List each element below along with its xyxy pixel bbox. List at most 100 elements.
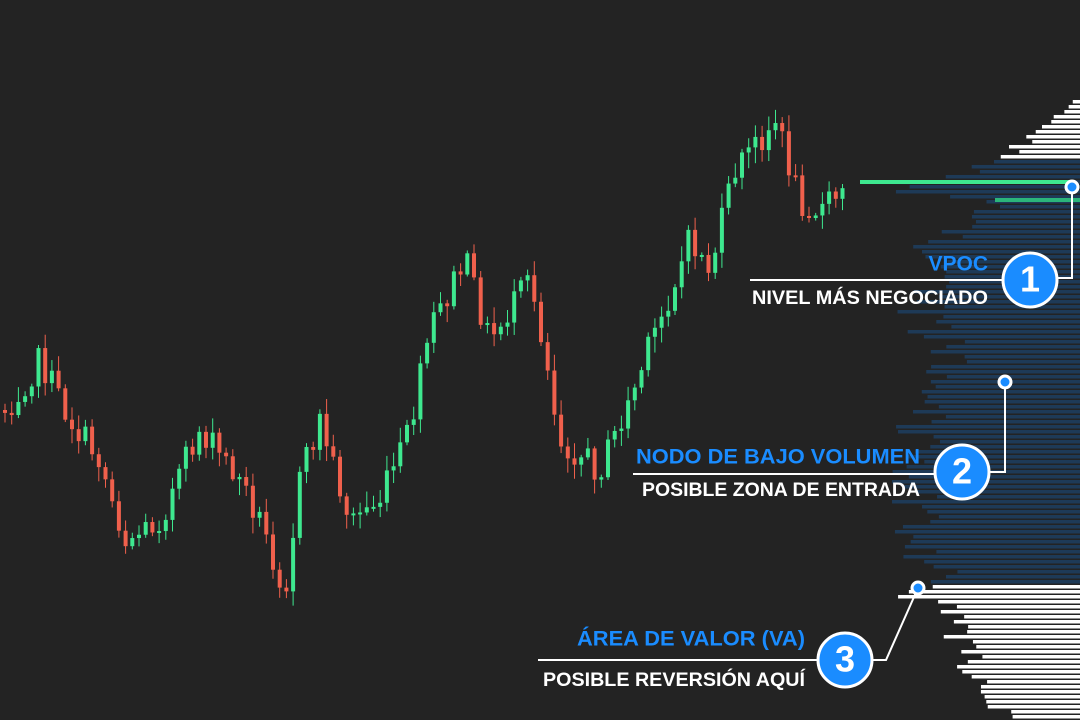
profile-bar: [907, 330, 1080, 334]
candle-body: [733, 177, 738, 184]
annotation-subtitle: POSIBLE REVERSIÓN AQUÍ: [543, 669, 806, 691]
candle-body: [311, 446, 316, 450]
profile-bar: [896, 425, 1080, 429]
profile-bar: [976, 645, 1080, 649]
profile-bar: [967, 660, 1080, 664]
profile-bar: [916, 490, 1080, 494]
profile-bar: [898, 595, 1080, 599]
candle-body: [364, 507, 369, 513]
profile-bar: [922, 505, 1080, 509]
profile-bar: [924, 560, 1080, 564]
candle-body: [840, 188, 845, 199]
candle-body: [183, 446, 188, 469]
profile-bar: [913, 410, 1080, 414]
candle-body: [36, 348, 41, 387]
profile-bar: [1035, 130, 1080, 134]
profile-bar: [1064, 110, 1080, 114]
profile-bar: [941, 230, 1080, 234]
profile-bar: [933, 565, 1080, 569]
candle-body: [197, 431, 202, 455]
candle-body: [619, 428, 624, 431]
candle-body: [539, 301, 543, 343]
profile-bar: [956, 605, 1080, 609]
candle-body: [63, 388, 68, 420]
candle-body: [505, 322, 510, 327]
profile-bar: [908, 475, 1080, 479]
candle-body: [9, 412, 14, 416]
profile-bar: [943, 315, 1080, 319]
profile-bar: [913, 290, 1080, 294]
profile-bar: [980, 690, 1080, 694]
profile-bar: [957, 570, 1080, 574]
profile-bar: [938, 405, 1080, 409]
candle-body: [753, 136, 758, 148]
candle-body: [230, 456, 235, 480]
candle-body: [673, 287, 677, 311]
profile-bar: [971, 165, 1080, 169]
candle-body: [693, 229, 698, 257]
profile-bar: [962, 235, 1080, 239]
profile-bar: [906, 455, 1080, 459]
candle-body: [766, 130, 771, 151]
connector: [990, 382, 1006, 473]
candle-body: [572, 458, 577, 465]
candle-body: [110, 479, 115, 502]
candle-body: [492, 323, 497, 335]
candle-body: [324, 413, 329, 447]
candle-body: [398, 442, 403, 467]
annotation-subtitle: NIVEL MÁS NEGOCIADO: [752, 287, 988, 309]
profile-bar: [1041, 125, 1080, 129]
candle-body: [532, 275, 537, 302]
candle-body: [599, 477, 604, 480]
candle-body: [237, 477, 242, 480]
candle-body: [666, 310, 671, 317]
candle-body: [760, 136, 765, 151]
candle-body: [344, 496, 349, 515]
candle-body: [699, 254, 704, 257]
profile-bar: [940, 610, 1080, 614]
vpoc-highlight: [995, 198, 1080, 202]
candle-body: [652, 327, 657, 337]
candle-body: [632, 387, 637, 401]
profile-bar: [904, 545, 1080, 549]
candle-body: [418, 363, 423, 420]
candle-body: [478, 277, 483, 325]
profile-bar: [926, 370, 1080, 374]
profile-bar: [972, 225, 1080, 229]
profile-bar: [906, 465, 1080, 469]
candle-body: [29, 386, 34, 397]
annotation-subtitle: POSIBLE ZONA DE ENTRADA: [642, 480, 920, 501]
candle-body: [391, 466, 396, 471]
profile-bar: [1051, 120, 1080, 124]
profile-bar: [1032, 140, 1080, 144]
profile-bar: [993, 160, 1080, 164]
profile-bar: [903, 555, 1080, 559]
candle-body: [204, 431, 208, 448]
profile-bar: [950, 195, 1080, 199]
candle-body: [49, 370, 54, 384]
candle-body: [820, 203, 825, 216]
profile-bar: [930, 580, 1080, 584]
profile-bar: [930, 350, 1080, 354]
candle-body: [271, 534, 275, 570]
candle-body: [130, 538, 135, 547]
candle-body: [425, 342, 430, 364]
profile-bar: [930, 520, 1080, 524]
candle-body: [177, 468, 182, 489]
profile-bar: [1011, 710, 1080, 714]
profile-bar: [936, 320, 1080, 324]
candle-body: [585, 448, 590, 458]
profile-bar: [1019, 150, 1080, 154]
profile-bar: [1012, 715, 1080, 719]
annotation-1: VPOC NIVEL MÁS NEGOCIADO 1: [750, 179, 1080, 309]
profile-bar: [936, 550, 1080, 554]
annotation-title: VPOC: [928, 253, 988, 276]
profile-bar: [925, 255, 1080, 259]
candle-body: [351, 513, 356, 516]
candle-body: [157, 531, 162, 534]
profile-bar: [987, 705, 1080, 709]
profile-bar: [1053, 115, 1080, 119]
candle-body: [800, 175, 805, 216]
candle-body: [445, 303, 450, 307]
